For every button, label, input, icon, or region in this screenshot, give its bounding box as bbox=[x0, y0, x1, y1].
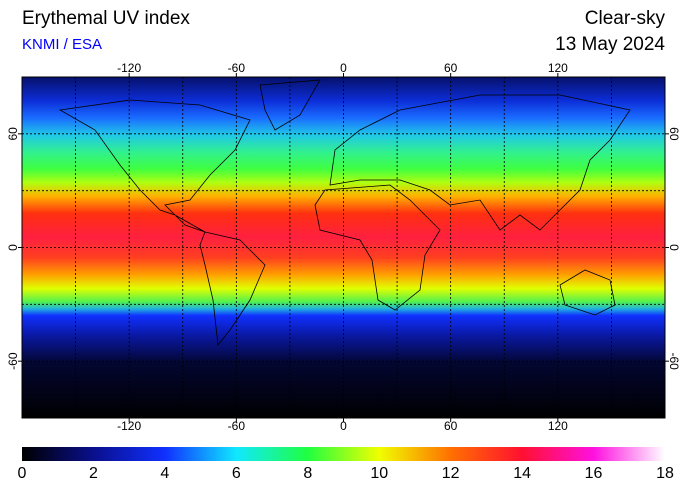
colorbar bbox=[22, 447, 665, 461]
lat-tick-label-right: -60 bbox=[667, 352, 681, 370]
lat-tick-label-left: 60 bbox=[6, 127, 20, 141]
lon-tick-label-bottom: -120 bbox=[117, 419, 141, 433]
colorbar-tick-label: 2 bbox=[89, 465, 98, 482]
colorbar-tick-label: 16 bbox=[585, 465, 603, 482]
lat-tick-label-right: 0 bbox=[667, 244, 681, 251]
lon-tick-label-bottom: 60 bbox=[444, 419, 458, 433]
lon-tick-label-bottom: 120 bbox=[548, 419, 568, 433]
source: KNMI / ESA bbox=[22, 36, 102, 53]
lon-tick-label-top: -120 bbox=[117, 61, 141, 75]
colorbar-tick-label: 14 bbox=[513, 465, 531, 482]
lon-tick-label-top: -60 bbox=[228, 61, 246, 75]
grid bbox=[22, 77, 665, 418]
colorbar-tick-label: 8 bbox=[303, 465, 312, 482]
colorbar-tick-label: 6 bbox=[232, 465, 241, 482]
colorbar-tick-label: 4 bbox=[160, 465, 169, 482]
condition: Clear-sky bbox=[585, 8, 666, 29]
lon-tick-label-top: 0 bbox=[340, 61, 347, 75]
lon-tick-label-top: 120 bbox=[548, 61, 568, 75]
lon-tick-label-bottom: -60 bbox=[228, 419, 246, 433]
lat-tick-label-left: -60 bbox=[6, 352, 20, 370]
date: 13 May 2024 bbox=[555, 34, 665, 55]
lat-tick-label-left: 0 bbox=[6, 244, 20, 251]
coastlines bbox=[58, 79, 631, 347]
colorbar-tick-label: 0 bbox=[18, 465, 27, 482]
lon-tick-label-top: 60 bbox=[444, 61, 458, 75]
colorbar-tick-label: 10 bbox=[370, 465, 388, 482]
lat-tick-label-right: 60 bbox=[667, 127, 681, 141]
colorbar-tick-label: 18 bbox=[656, 465, 674, 482]
colorbar-tick-label: 12 bbox=[442, 465, 460, 482]
title: Erythemal UV index bbox=[22, 8, 190, 29]
lon-tick-label-bottom: 0 bbox=[340, 419, 347, 433]
